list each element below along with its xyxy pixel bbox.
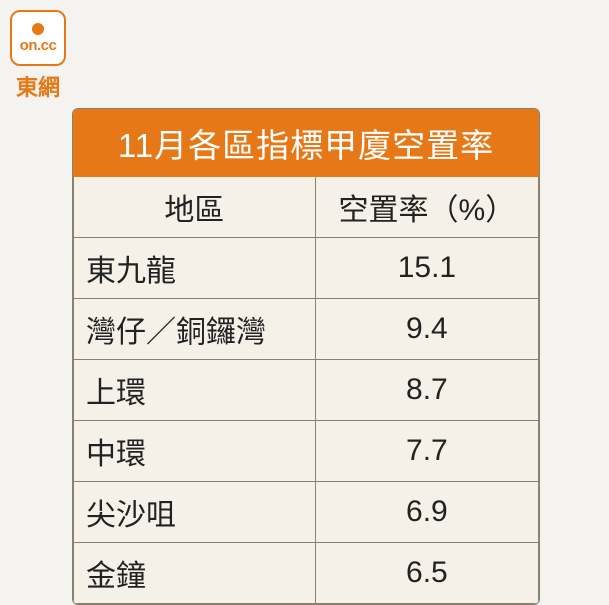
cell-district: 東九龍 xyxy=(74,238,316,299)
logo-label: 東網 xyxy=(16,70,60,102)
column-header-district: 地區 xyxy=(74,177,316,238)
vacancy-table-container: 11月各區指標甲廈空置率 地區 空置率（%） 東九龍 15.1 灣仔／銅鑼灣 9… xyxy=(72,108,540,605)
logo-container: on.cc 東網 xyxy=(10,10,66,102)
cell-rate: 8.7 xyxy=(315,360,538,421)
table-row: 尖沙咀 6.9 xyxy=(74,482,539,543)
logo-dot-icon xyxy=(32,23,44,35)
logo-text: on.cc xyxy=(20,37,57,54)
cell-district: 中環 xyxy=(74,421,316,482)
cell-rate: 7.7 xyxy=(315,421,538,482)
cell-rate: 6.5 xyxy=(315,543,538,604)
cell-rate: 6.9 xyxy=(315,482,538,543)
cell-district: 尖沙咀 xyxy=(74,482,316,543)
column-header-rate: 空置率（%） xyxy=(315,177,538,238)
cell-rate: 15.1 xyxy=(315,238,538,299)
cell-rate: 9.4 xyxy=(315,299,538,360)
table-title: 11月各區指標甲廈空置率 xyxy=(73,109,539,177)
cell-district: 上環 xyxy=(74,360,316,421)
table-row: 灣仔／銅鑼灣 9.4 xyxy=(74,299,539,360)
table-row: 東九龍 15.1 xyxy=(74,238,539,299)
cell-district: 灣仔／銅鑼灣 xyxy=(74,299,316,360)
vacancy-table: 地區 空置率（%） 東九龍 15.1 灣仔／銅鑼灣 9.4 上環 8.7 中環 … xyxy=(73,177,539,604)
table-row: 金鐘 6.5 xyxy=(74,543,539,604)
cell-district: 金鐘 xyxy=(74,543,316,604)
logo-box: on.cc xyxy=(10,10,66,66)
table-header-row: 地區 空置率（%） xyxy=(74,177,539,238)
table-row: 上環 8.7 xyxy=(74,360,539,421)
table-row: 中環 7.7 xyxy=(74,421,539,482)
